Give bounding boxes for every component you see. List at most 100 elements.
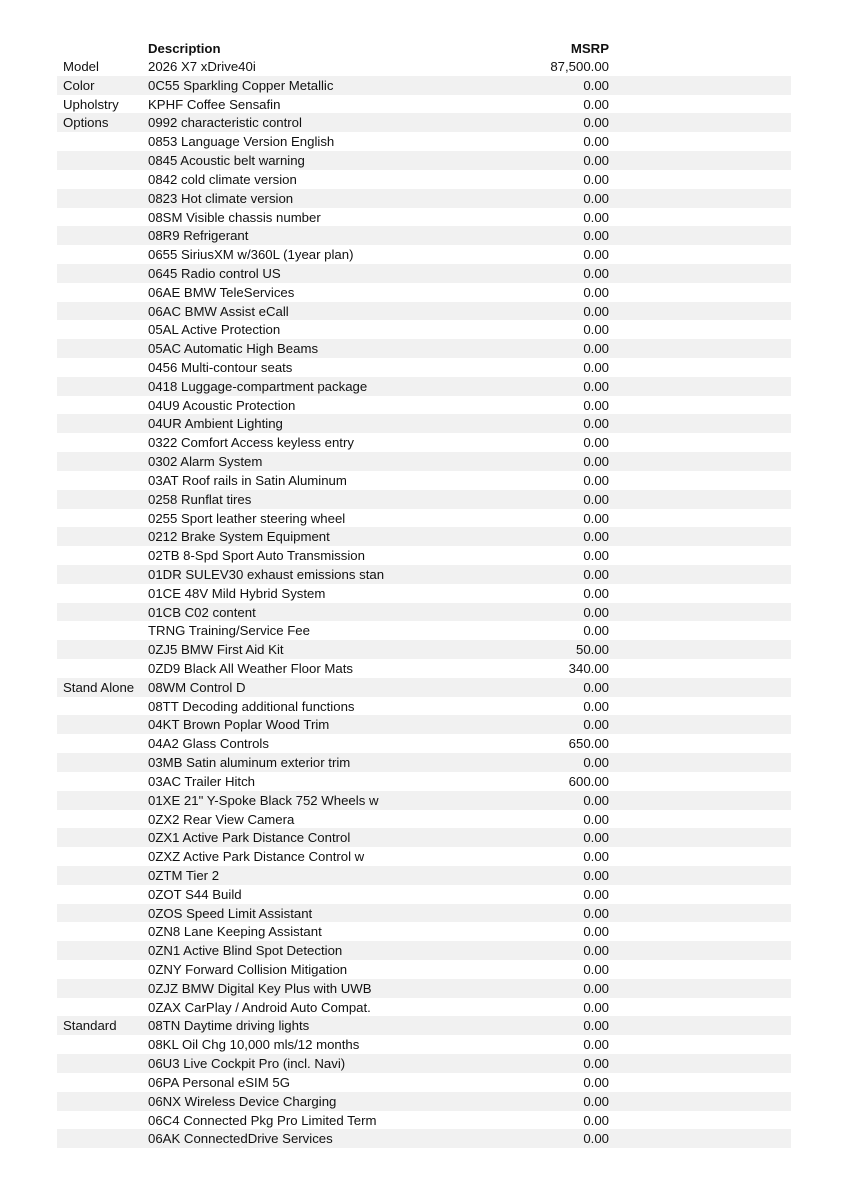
table-row: 0645 Radio control US 0.00	[57, 263, 791, 283]
msrp-cell: 0.00	[583, 397, 609, 413]
msrp-cell: 0.00	[583, 77, 609, 93]
description-cell: TRNG Training/Service Fee	[148, 623, 310, 639]
category-cell: Stand Alone	[63, 679, 135, 695]
table-row: Upholstry KPHF Coffee Sensafin 0.00	[57, 95, 791, 114]
msrp-cell: 0.00	[583, 247, 609, 263]
table-row: 03AC Trailer Hitch 600.00	[57, 772, 791, 791]
description-cell: 04A2 Glass Controls	[148, 736, 269, 752]
description-cell: 0ZNY Forward Collision Mitigation	[148, 962, 348, 977]
category-cell: Color	[63, 77, 95, 93]
msrp-cell: 0.00	[583, 1037, 609, 1053]
description-cell: 0302 Alarm System	[148, 454, 263, 470]
description-cell: 0322 Comfort Access keyless entry	[148, 435, 354, 451]
msrp-cell: 0.00	[583, 153, 609, 169]
msrp-cell: 0.00	[583, 1131, 609, 1147]
msrp-cell: 0.00	[583, 284, 609, 300]
table-row: 03AT Roof rails in Satin Aluminum 0.00	[57, 471, 791, 490]
description-cell: 03AT Roof rails in Satin Aluminum	[148, 472, 347, 488]
msrp-cell: 0.00	[583, 943, 609, 959]
msrp-cell: 0.00	[583, 811, 609, 827]
msrp-cell: 87,500.00	[550, 59, 609, 74]
msrp-cell: 0.00	[583, 566, 609, 582]
table-row: 0322 Comfort Access keyless entry 0.00	[57, 433, 791, 452]
msrp-cell: 600.00	[568, 773, 609, 789]
table-row: 06PA Personal eSIM 5G 0.00	[57, 1073, 791, 1092]
description-cell: 06AE BMW TeleServices	[148, 284, 295, 300]
table-row: 06AE BMW TeleServices 0.00	[57, 283, 791, 302]
table-row: 0ZN1 Active Blind Spot Detection 0.00	[57, 941, 791, 960]
table-row: 0ZX2 Rear View Camera 0.00	[57, 810, 791, 829]
description-cell: 03MB Satin aluminum exterior trim	[148, 755, 351, 771]
table-row: 0853 Language Version English 0.00	[57, 132, 791, 151]
table-row: 04UR Ambient Lighting 0.00	[57, 414, 791, 434]
msrp-cell: 0.00	[583, 755, 609, 771]
msrp-cell: 0.00	[583, 679, 609, 695]
description-cell: KPHF Coffee Sensafin	[148, 96, 281, 112]
msrp-cell: 0.00	[583, 1112, 609, 1128]
table-row: 06AC BMW Assist eCall 0.00	[57, 301, 791, 321]
table-row: 06C4 Connected Pkg Pro Limited Term 0.00	[57, 1111, 791, 1130]
description-cell: 06C4 Connected Pkg Pro Limited Term	[148, 1112, 377, 1128]
description-cell: 08TT Decoding additional functions	[148, 698, 355, 714]
table-row: 0ZOT S44 Build 0.00	[57, 885, 791, 904]
description-cell: 08KL Oil Chg 10,000 mls/12 months	[148, 1037, 360, 1053]
table-row: Standard 08TN Daytime driving lights 0.00	[57, 1016, 791, 1036]
table-row: 0ZOS Speed Limit Assistant 0.00	[57, 903, 791, 923]
msrp-cell: 0.00	[583, 792, 609, 808]
table-row: 04U9 Acoustic Protection 0.00	[57, 396, 791, 415]
category-cell: Model	[63, 59, 99, 74]
msrp-cell: 0.00	[583, 980, 609, 996]
msrp-cell: 0.00	[583, 472, 609, 488]
description-cell: 08SM Visible chassis number	[148, 209, 321, 225]
table-row: 0ZD9 Black All Weather Floor Mats 340.00	[57, 659, 791, 678]
description-cell: 0C55 Sparkling Copper Metallic	[148, 77, 334, 93]
description-cell: 04U9 Acoustic Protection	[148, 397, 296, 413]
description-cell: 08TN Daytime driving lights	[148, 1018, 310, 1034]
msrp-cell: 0.00	[583, 416, 609, 432]
description-cell: 0842 cold climate version	[148, 171, 297, 187]
description-cell: 0ZJ5 BMW First Aid Kit	[148, 642, 284, 658]
table-row: 06U3 Live Cockpit Pro (incl. Navi) 0.00	[57, 1054, 791, 1073]
msrp-cell: 0.00	[583, 265, 609, 281]
description-cell: 0255 Sport leather steering wheel	[148, 510, 346, 526]
description-cell: 0418 Luggage-compartment package	[148, 378, 368, 394]
msrp-cell: 0.00	[583, 1093, 609, 1109]
description-cell: 04KT Brown Poplar Wood Trim	[148, 717, 330, 733]
msrp-cell: 0.00	[583, 209, 609, 225]
description-cell: 0258 Runflat tires	[148, 491, 252, 507]
msrp-cell: 0.00	[583, 623, 609, 639]
table-row: TRNG Training/Service Fee 0.00	[57, 621, 791, 640]
msrp-cell: 0.00	[583, 171, 609, 187]
table-row: Color 0C55 Sparkling Copper Metallic 0.00	[57, 75, 791, 95]
description-cell: 01CB C02 content	[148, 604, 256, 620]
description-cell: 01CE 48V Mild Hybrid System	[148, 585, 326, 601]
table-row: Stand Alone 08WM Control D 0.00	[57, 677, 791, 697]
description-cell: 06AC BMW Assist eCall	[148, 303, 289, 319]
table-row: 08TT Decoding additional functions 0.00	[57, 697, 791, 716]
msrp-cell: 0.00	[583, 134, 609, 150]
msrp-cell: 0.00	[583, 491, 609, 507]
table-row: 08KL Oil Chg 10,000 mls/12 months 0.00	[57, 1035, 791, 1054]
description-cell: 0ZTM Tier 2	[148, 867, 220, 883]
table-row: 0ZJ5 BMW First Aid Kit 50.00	[57, 640, 791, 659]
table-row: 01DR SULEV30 exhaust emissions stan 0.00	[57, 564, 791, 584]
msrp-cell: 0.00	[583, 360, 609, 375]
msrp-cell: 0.00	[583, 962, 609, 977]
msrp-cell: 0.00	[583, 886, 609, 902]
msrp-cell: 0.00	[583, 849, 609, 865]
category-cell: Standard	[63, 1018, 117, 1034]
msrp-cell: 0.00	[583, 1018, 609, 1034]
msrp-cell: 0.00	[583, 228, 609, 244]
table-row: 0456 Multi-contour seats 0.00	[57, 358, 791, 377]
table-row: 0ZJZ BMW Digital Key Plus with UWB 0.00	[57, 978, 791, 998]
msrp-cell: 0.00	[583, 322, 609, 338]
table-row: 0842 cold climate version 0.00	[57, 170, 791, 189]
description-cell: 0845 Acoustic belt warning	[148, 153, 305, 169]
msrp-cell: 0.00	[583, 830, 609, 846]
msrp-cell: 340.00	[568, 661, 609, 676]
description-cell: 0853 Language Version English	[148, 134, 335, 150]
description-cell: 0823 Hot climate version	[148, 190, 294, 206]
msrp-cell: 0.00	[583, 510, 609, 526]
msrp-cell: 0.00	[583, 585, 609, 601]
table-header: Description MSRP	[0, 39, 848, 58]
